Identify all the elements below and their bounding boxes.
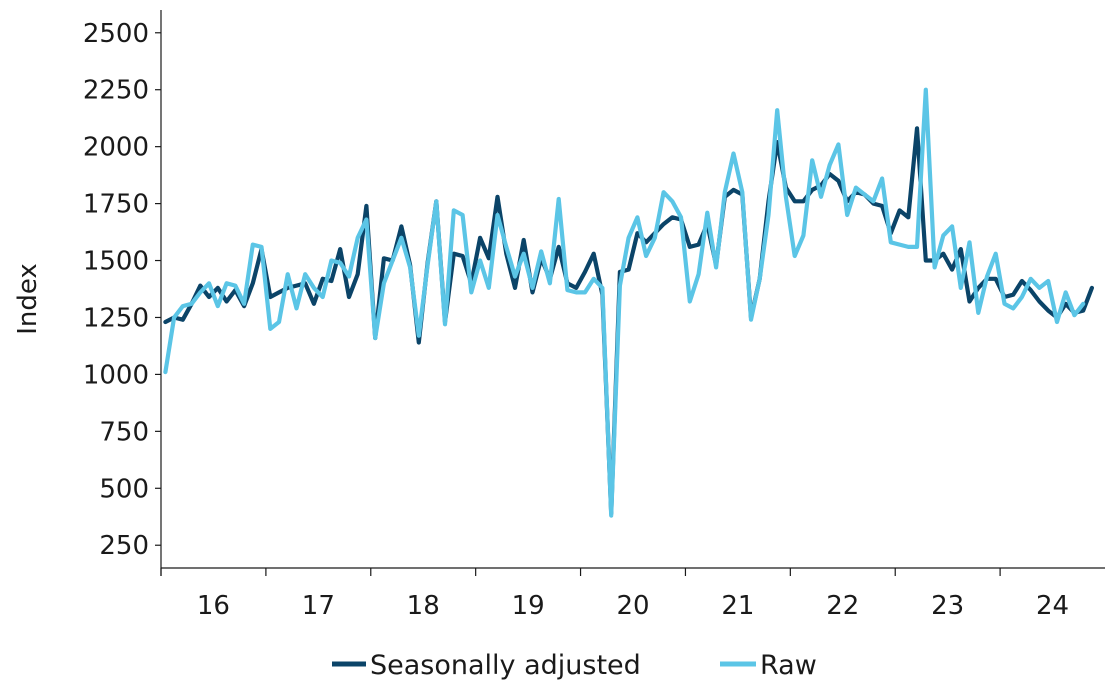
series-layer: [163, 87, 1095, 518]
y-tick-label: 250: [99, 531, 149, 561]
x-tick-label: 24: [1036, 591, 1069, 621]
x-axis: 16 17 18 19 20 21 22 23 24: [160, 567, 1105, 621]
series-line-raw: [163, 87, 1086, 518]
y-tick-label: 1500: [83, 247, 149, 277]
y-tick-label: 1000: [83, 360, 149, 390]
y-axis-title: Index: [13, 263, 43, 335]
y-tick-label: 2000: [83, 133, 149, 163]
x-tick-label: 18: [407, 591, 440, 621]
x-tick-label: 17: [302, 591, 335, 621]
x-tick-label: 19: [512, 591, 545, 621]
x-tick-label: 20: [616, 591, 649, 621]
y-tick-label: 750: [99, 417, 149, 447]
y-tick-label: 500: [99, 474, 149, 504]
legend-label-raw: Raw: [760, 650, 817, 681]
legend-label-seasonally-adjusted: Seasonally adjusted: [370, 650, 641, 681]
y-tick-label: 2500: [83, 19, 149, 49]
x-tick-label: 16: [197, 591, 230, 621]
legend: Seasonally adjusted Raw: [332, 650, 817, 681]
y-tick-label: 2250: [83, 76, 149, 106]
y-axis: 250 500 750 1000 1250 1500 1750 2000 2250 2500: [83, 10, 162, 568]
x-tick-label: 21: [721, 591, 754, 621]
x-tick-label: 23: [931, 591, 964, 621]
y-tick-label: 1750: [83, 190, 149, 220]
series-line-seasonally-adjusted: [163, 126, 1095, 516]
x-tick-label: 22: [826, 591, 859, 621]
y-tick-label: 1250: [83, 303, 149, 333]
